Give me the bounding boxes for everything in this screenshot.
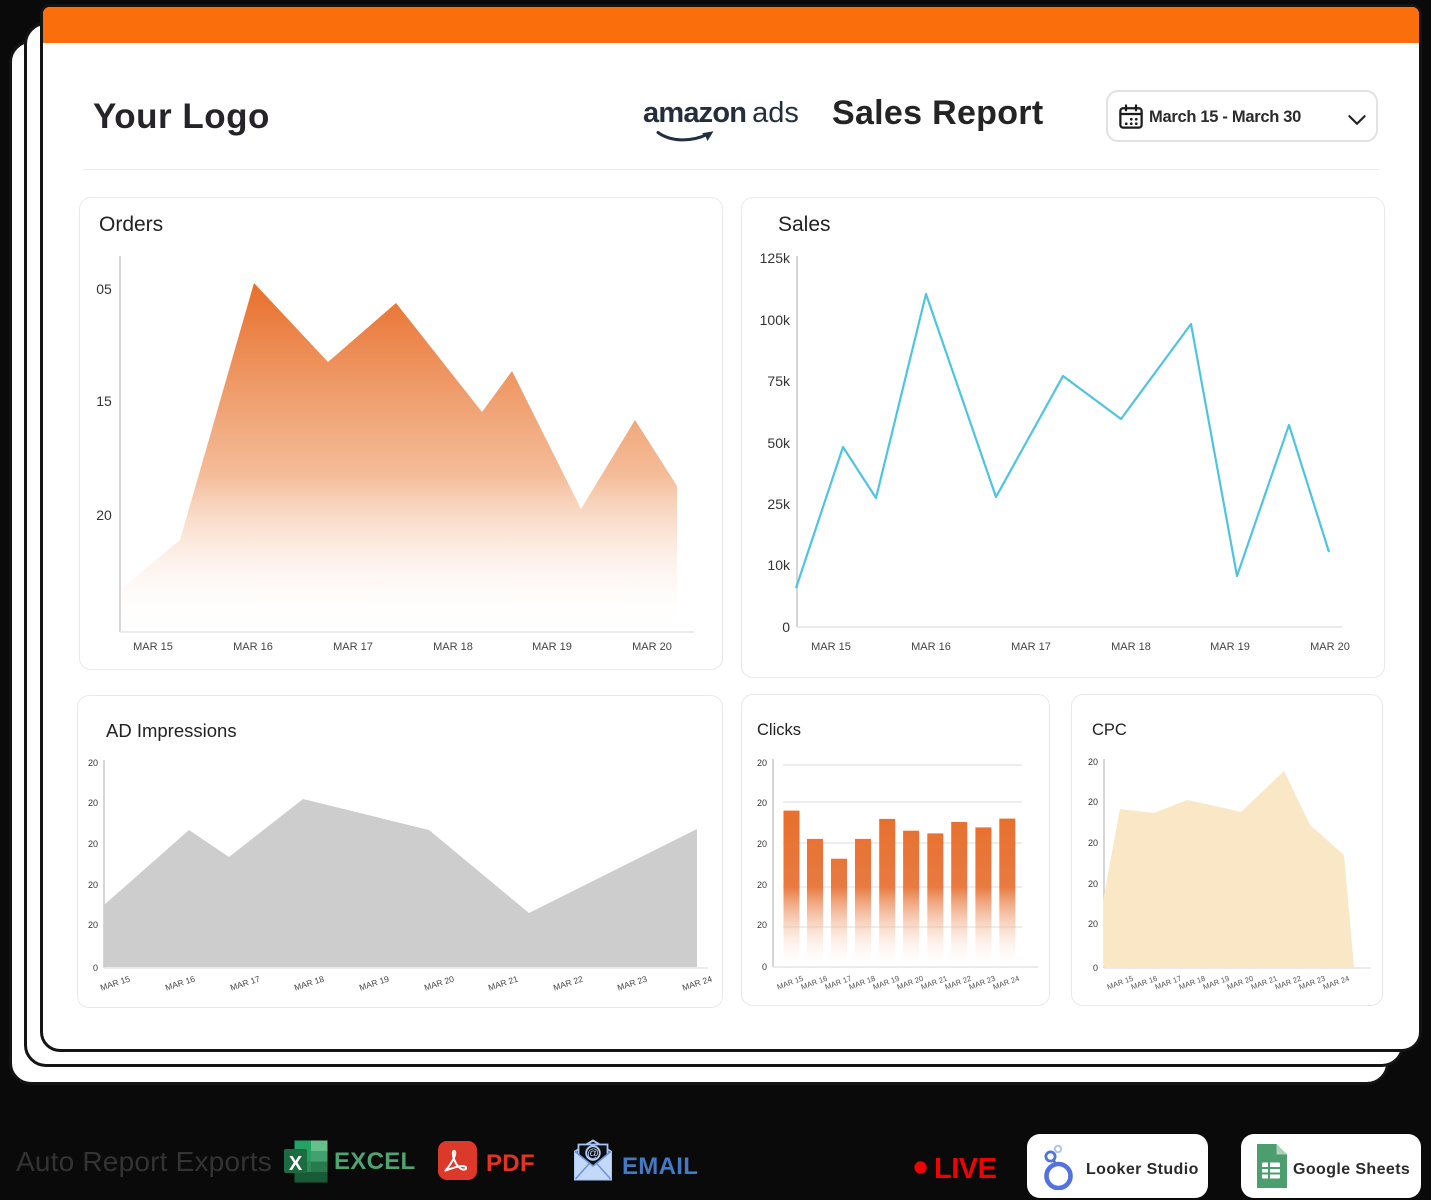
svg-text:10k: 10k [767,557,791,573]
svg-text:MAR 15: MAR 15 [811,641,851,653]
svg-text:20: 20 [757,758,767,768]
svg-text:MAR 19: MAR 19 [532,641,572,653]
svg-text:MAR 23: MAR 23 [616,974,649,993]
svg-text:MAR 16: MAR 16 [233,641,273,653]
svg-text:15: 15 [96,393,112,409]
svg-text:MAR 18: MAR 18 [293,974,326,993]
svg-text:AD Impressions: AD Impressions [106,720,237,741]
svg-text:X: X [289,1153,303,1175]
svg-text:MAR 17: MAR 17 [1011,641,1051,653]
svg-text:20: 20 [88,758,98,768]
svg-text:20: 20 [757,920,767,930]
svg-text:20: 20 [88,798,98,808]
svg-text:20: 20 [1088,757,1098,767]
svg-text:MAR 16: MAR 16 [911,641,951,653]
svg-text:MAR 18: MAR 18 [1111,641,1151,653]
svg-text:25k: 25k [767,496,791,512]
svg-text:MAR 21: MAR 21 [487,974,520,993]
svg-text:20: 20 [757,839,767,849]
svg-text:100k: 100k [760,312,791,328]
svg-text:20: 20 [88,920,98,930]
svg-text:0: 0 [1093,963,1098,973]
svg-text:MAR 19: MAR 19 [1210,641,1250,653]
svg-text:0: 0 [762,962,767,972]
svg-text:MAR 22: MAR 22 [552,974,585,993]
svg-text:20: 20 [88,880,98,890]
svg-text:MAR 24: MAR 24 [681,974,714,993]
svg-text:Sales: Sales [778,213,831,236]
svg-text:MAR 19: MAR 19 [358,974,391,993]
svg-text:0: 0 [93,963,98,973]
svg-text:20: 20 [1088,879,1098,889]
svg-text:CPC: CPC [1092,721,1127,739]
svg-text:MAR 15: MAR 15 [133,641,173,653]
svg-text:MAR 18: MAR 18 [433,641,473,653]
svg-text:Clicks: Clicks [757,721,801,739]
svg-text:20: 20 [757,798,767,808]
svg-text:Orders: Orders [99,213,163,236]
svg-text:MAR 17: MAR 17 [229,974,262,993]
svg-text:20: 20 [96,507,112,523]
svg-text:MAR 16: MAR 16 [164,974,197,993]
svg-text:MAR 20: MAR 20 [632,641,672,653]
svg-text:20: 20 [1088,919,1098,929]
svg-text:MAR 20: MAR 20 [423,974,456,993]
svg-text:MAR 24: MAR 24 [1322,974,1351,992]
svg-text:50k: 50k [767,435,791,451]
svg-text:MAR 24: MAR 24 [992,974,1021,992]
svg-text:@: @ [587,1146,599,1160]
svg-text:20: 20 [88,839,98,849]
svg-text:20: 20 [757,880,767,890]
svg-text:MAR 17: MAR 17 [333,641,373,653]
svg-text:MAR 15: MAR 15 [99,974,132,993]
svg-text:MAR 20: MAR 20 [1310,641,1350,653]
svg-text:20: 20 [1088,797,1098,807]
svg-text:20: 20 [1088,838,1098,848]
svg-text:75k: 75k [767,373,791,389]
svg-text:125k: 125k [760,250,791,266]
svg-text:05: 05 [96,281,112,297]
svg-text:0: 0 [782,619,790,635]
